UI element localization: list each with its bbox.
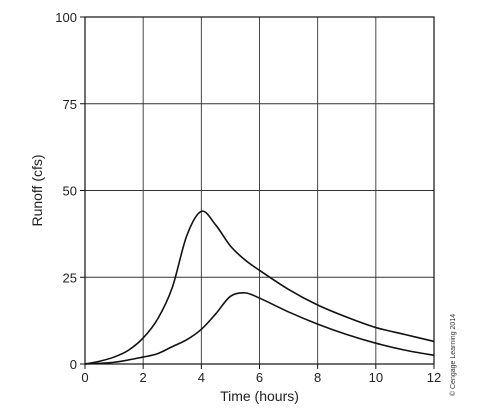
y-tick-label: 25 <box>63 270 77 285</box>
x-tick-label: 0 <box>81 370 88 385</box>
x-axis-ticks: 0 2 4 6 8 10 12 <box>81 364 441 385</box>
copyright-credit: © Cengage Learning 2014 <box>449 314 457 396</box>
series-line-2 <box>84 291 435 365</box>
x-tick-label: 10 <box>369 370 383 385</box>
y-tick-label: 50 <box>63 184 77 199</box>
x-tick-label: 4 <box>198 370 205 385</box>
y-axis-ticks: 0 25 50 75 100 <box>55 10 85 372</box>
x-axis-label: Time (hours) <box>220 388 299 404</box>
y-tick-label: 100 <box>55 10 77 25</box>
x-tick-label: 2 <box>140 370 147 385</box>
grid <box>85 17 434 364</box>
series-lines <box>84 210 435 365</box>
x-tick-label: 8 <box>314 370 321 385</box>
series-line-1 <box>84 210 435 365</box>
plot-frame <box>84 16 435 365</box>
y-tick-label: 0 <box>70 357 77 372</box>
y-axis-label: Runoff (cfs) <box>29 154 45 226</box>
y-tick-label: 75 <box>63 97 77 112</box>
x-tick-label: 6 <box>256 370 263 385</box>
x-tick-label: 12 <box>427 370 441 385</box>
